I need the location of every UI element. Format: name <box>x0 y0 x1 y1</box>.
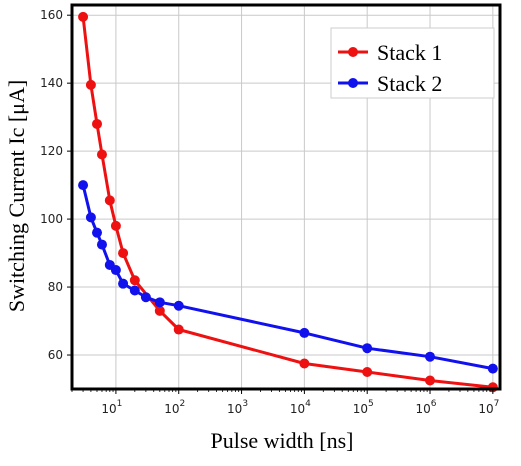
data-point-stack-1 <box>96 149 107 160</box>
data-point-stack-1 <box>85 79 96 90</box>
data-point-stack-2 <box>299 327 310 338</box>
data-point-stack-2 <box>140 292 151 303</box>
series-line-stack-2 <box>81 184 494 371</box>
data-point-stack-2 <box>362 343 373 354</box>
x-tick-label-base: 10 <box>227 402 242 416</box>
data-point-stack-1 <box>299 358 310 369</box>
y-tick-label: 60 <box>48 348 63 362</box>
x-tick-label-exponent: 6 <box>431 399 437 409</box>
x-tick-label: 101 <box>101 399 122 416</box>
data-point-stack-2 <box>173 300 184 311</box>
legend-label-stack-1: Stack 1 <box>377 40 442 65</box>
data-point-stack-1 <box>104 195 115 206</box>
legend-box <box>330 27 495 99</box>
data-point-stack-1 <box>425 375 436 386</box>
data-point-stack-1 <box>118 248 129 259</box>
data-point-stack-1 <box>91 118 102 129</box>
y-tick-label: 100 <box>40 212 63 226</box>
data-point-stack-2 <box>154 297 165 308</box>
x-tick-label: 102 <box>164 399 185 416</box>
data-point-stack-2 <box>91 227 102 238</box>
data-point-stack-1 <box>173 324 184 335</box>
x-tick-label: 103 <box>227 399 248 416</box>
plot-frame <box>70 3 502 391</box>
x-tick-label-exponent: 1 <box>117 399 123 409</box>
data-point-stack-2 <box>487 363 498 374</box>
data-point-stack-2 <box>118 278 129 289</box>
data-point-stack-1 <box>78 11 89 22</box>
x-tick-label-exponent: 4 <box>305 399 311 409</box>
x-tick-label-base: 10 <box>290 402 305 416</box>
legend-marker-stack-2 <box>348 78 358 88</box>
x-tick-label: 104 <box>290 399 311 416</box>
y-tick-label: 160 <box>40 8 63 22</box>
data-point-stack-2 <box>78 180 89 191</box>
data-point-stack-2 <box>129 285 140 296</box>
y-axis-title: Switching Current Ic [μA] <box>4 80 29 312</box>
y-tick-label: 80 <box>48 280 63 294</box>
legend-marker-stack-1 <box>348 47 358 57</box>
data-point-stack-1 <box>362 367 373 378</box>
series-line-stack-1 <box>81 16 493 389</box>
x-axis-title: Pulse width [ns] <box>211 428 354 453</box>
data-point-stack-2 <box>96 239 107 250</box>
x-tick-label-base: 10 <box>353 402 368 416</box>
x-tick-label-exponent: 5 <box>368 399 374 409</box>
x-tick-label: 105 <box>353 399 374 416</box>
x-tick-label-exponent: 3 <box>242 399 248 409</box>
x-tick-label-exponent: 2 <box>180 399 186 409</box>
data-point-stack-1 <box>110 220 121 231</box>
data-point-stack-1 <box>154 305 165 316</box>
y-tick-label: 120 <box>40 144 63 158</box>
x-tick-label-base: 10 <box>101 402 116 416</box>
series-layer <box>78 11 498 393</box>
data-point-stack-2 <box>425 351 436 362</box>
x-tick-label-base: 10 <box>164 402 179 416</box>
data-point-stack-1 <box>129 275 140 286</box>
x-tick-label: 107 <box>478 399 499 416</box>
legend-label-stack-2: Stack 2 <box>377 71 442 96</box>
data-point-stack-2 <box>110 265 121 276</box>
legend: Stack 1 Stack 2 <box>330 27 495 99</box>
x-tick-label-exponent: 7 <box>494 399 500 409</box>
y-tick-label: 140 <box>40 76 63 90</box>
x-tick-label: 106 <box>416 399 437 416</box>
x-tick-label-base: 10 <box>416 402 431 416</box>
data-point-stack-2 <box>85 212 96 223</box>
x-tick-label-base: 10 <box>478 402 493 416</box>
